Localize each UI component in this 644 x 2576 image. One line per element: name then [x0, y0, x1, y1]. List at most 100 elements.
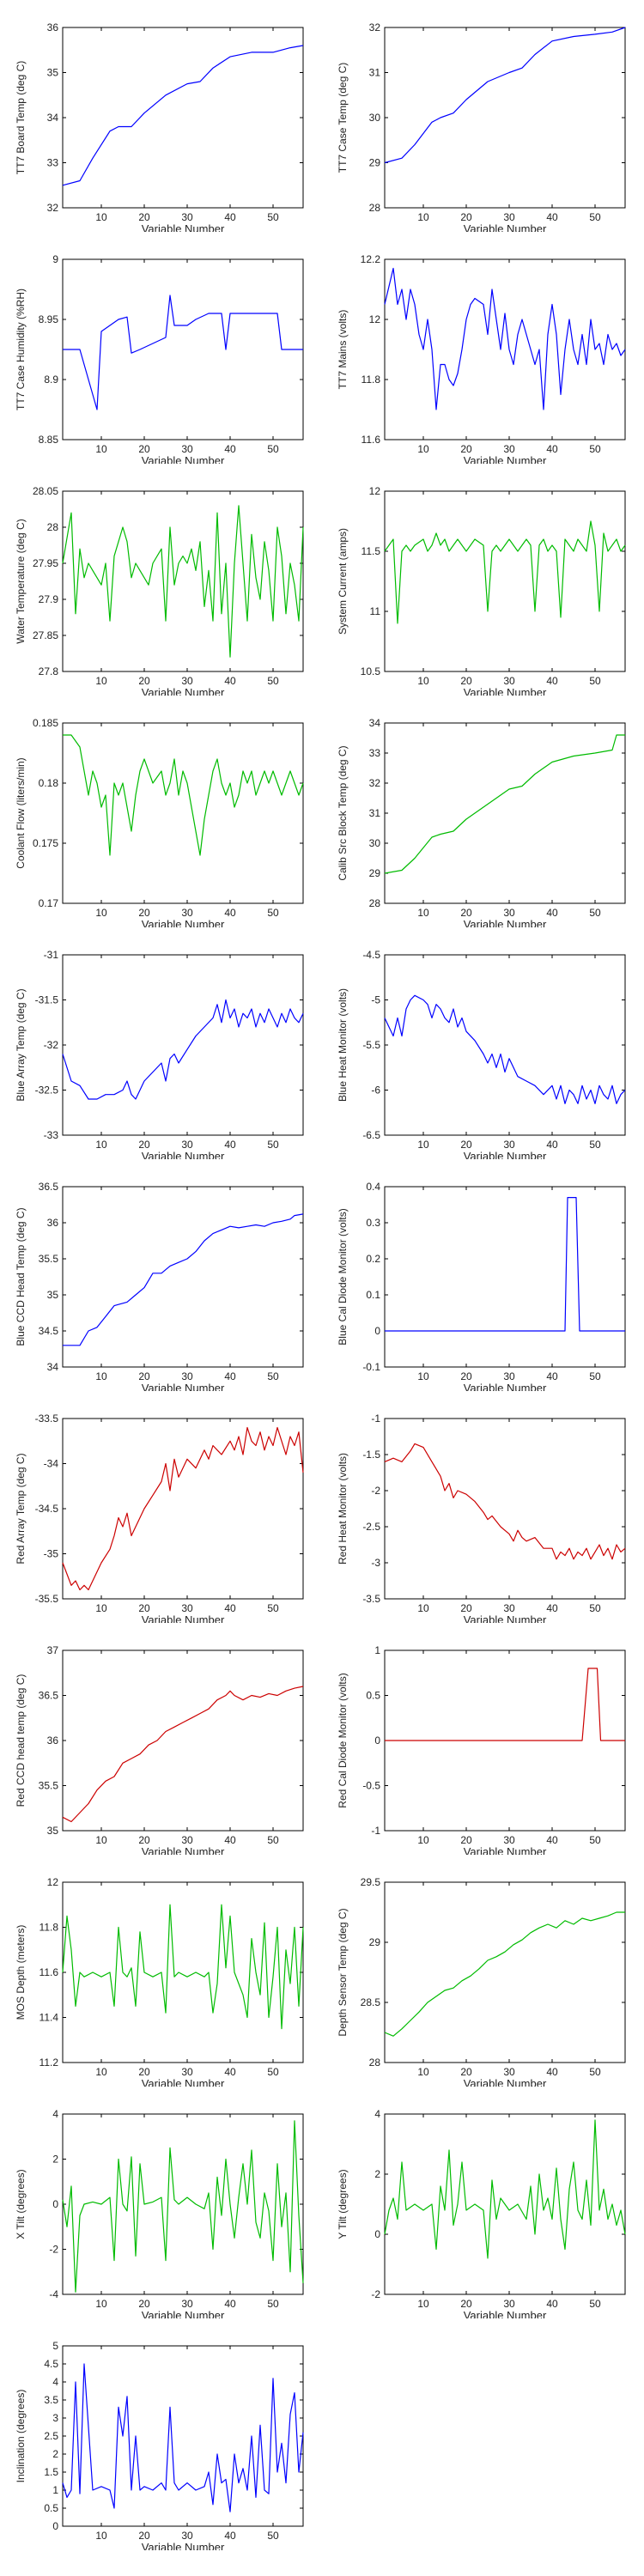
y-tick-label: 0.2 [366, 1253, 380, 1265]
y-axis-label: Red CCD head temp (deg C) [15, 1674, 27, 1807]
y-tick-label: 0 [374, 1735, 380, 1747]
y-tick-label: 11.6 [39, 1966, 59, 1978]
x-tick-label: 10 [417, 675, 429, 687]
chart-18: 28 28.5 29 29.5 10 20 30 40 50 Variable Number Dep… [337, 1876, 626, 2087]
y-tick-label: 2 [374, 2168, 380, 2180]
y-tick-label: 34 [47, 112, 59, 124]
x-tick-label: 30 [503, 1370, 515, 1382]
x-axis-label: Variable Number [142, 2541, 225, 2550]
series-line [384, 267, 626, 410]
x-axis-label: Variable Number [142, 1382, 225, 1391]
y-tick-label: 8.9 [44, 374, 58, 386]
series-line [62, 1686, 304, 1823]
y-tick-label: -4.5 [362, 949, 380, 961]
x-tick-label: 30 [503, 443, 515, 455]
y-tick-label: 28.05 [33, 485, 58, 497]
y-tick-label: 0.1 [366, 1289, 380, 1301]
chart-13: -35.5 -35 -34.5 -34 -33.5 10 20 30 40 50 Variable … [15, 1413, 304, 1623]
x-tick-label: 20 [460, 2298, 472, 2310]
plot-frame [384, 27, 626, 209]
x-tick-label: 10 [95, 907, 107, 919]
y-tick-label: 0.3 [366, 1217, 380, 1229]
x-axis-label: Variable Number [142, 686, 225, 696]
y-tick-label: 34 [47, 1361, 59, 1373]
plot-frame [62, 27, 304, 209]
y-axis-label: TT7 Board Temp (deg C) [15, 61, 27, 175]
y-tick-label: 5 [52, 2340, 58, 2352]
series-line [385, 1196, 625, 1332]
x-tick-label: 40 [224, 1139, 236, 1151]
series-line [62, 1426, 304, 1591]
y-tick-label: 29 [369, 157, 381, 169]
y-tick-label: 29.5 [361, 1876, 381, 1888]
series-line [62, 45, 304, 186]
x-tick-label: 10 [95, 2066, 107, 2078]
y-tick-label: -6.5 [362, 1129, 380, 1141]
x-tick-label: 10 [417, 2066, 429, 2078]
y-tick-label: 36.5 [39, 1690, 59, 1702]
y-tick-label: 0.185 [33, 717, 58, 729]
x-tick-label: 10 [95, 675, 107, 687]
y-tick-label: 0 [374, 2228, 380, 2240]
x-axis-label: Variable Number [142, 454, 225, 464]
x-tick-label: 40 [224, 675, 236, 687]
x-axis-label: Variable Number [464, 1845, 547, 1855]
chart-11: 34 34.5 35 35.5 36 36.5 10 20 30 40 50 Variable Num… [15, 1181, 304, 1391]
y-tick-label: 35 [47, 1289, 59, 1301]
y-axis-label: System Current (amps) [337, 528, 349, 635]
plot-frame [384, 1881, 626, 2063]
y-tick-label: 34.5 [39, 1325, 59, 1337]
x-tick-label: 10 [417, 1370, 429, 1382]
series-line [63, 295, 303, 410]
plot-frame [62, 1881, 304, 2063]
x-tick-label: 20 [138, 2530, 150, 2542]
series-line [62, 2120, 304, 2293]
x-axis-label: Variable Number [142, 222, 225, 232]
series-line [385, 1668, 625, 1741]
x-tick-label: 10 [417, 443, 429, 455]
x-tick-label: 50 [589, 211, 601, 223]
x-axis-label: Variable Number [464, 1613, 547, 1623]
x-tick-label: 20 [138, 211, 150, 223]
y-tick-label: 35.5 [39, 1253, 59, 1265]
x-tick-label: 40 [224, 2530, 236, 2542]
chart-15: 35 35.5 36 36.5 37 10 20 30 40 50 Variable Number R… [15, 1644, 304, 1855]
x-tick-label: 20 [138, 1139, 150, 1151]
y-tick-label: 0.5 [44, 2502, 58, 2514]
y-tick-label: -3.5 [362, 1593, 380, 1605]
x-tick-label: 50 [267, 211, 279, 223]
y-tick-label: 11.6 [361, 434, 381, 446]
y-tick-label: 11.4 [39, 2012, 59, 2024]
x-axis-label: Variable Number [464, 2077, 547, 2087]
x-tick-label: 30 [181, 1602, 193, 1614]
y-tick-label: -3 [371, 1557, 380, 1569]
x-tick-label: 20 [138, 1834, 150, 1846]
x-tick-label: 10 [417, 1139, 429, 1151]
x-tick-label: 10 [95, 1139, 107, 1151]
x-tick-label: 10 [417, 1834, 429, 1846]
y-tick-label: 8.85 [39, 434, 59, 446]
y-tick-label: -1 [371, 1413, 380, 1425]
series-line [62, 2363, 304, 2512]
x-axis-label: Variable Number [464, 1382, 547, 1391]
x-tick-label: 10 [417, 211, 429, 223]
y-tick-label: -35 [44, 1548, 59, 1560]
x-tick-label: 10 [95, 443, 107, 455]
y-tick-label: 33 [369, 747, 381, 759]
y-tick-label: 12 [369, 485, 381, 497]
x-tick-label: 40 [546, 1834, 558, 1846]
plot-frame [62, 2345, 304, 2527]
x-tick-label: 40 [546, 1370, 558, 1382]
y-tick-label: -33.5 [35, 1413, 59, 1425]
x-tick-label: 40 [224, 211, 236, 223]
chart-3: 8.85 8.9 8.95 9 10 20 30 40 50 Variable Number TT7… [15, 253, 304, 464]
series-line [62, 1904, 304, 2030]
y-tick-label: -31.5 [35, 994, 59, 1006]
x-tick-label: 30 [503, 211, 515, 223]
x-tick-label: 30 [181, 2298, 193, 2310]
y-tick-label: 0.18 [39, 777, 59, 789]
x-tick-label: 10 [95, 1834, 107, 1846]
x-axis-label: Variable Number [464, 454, 547, 464]
x-tick-label: 40 [546, 907, 558, 919]
